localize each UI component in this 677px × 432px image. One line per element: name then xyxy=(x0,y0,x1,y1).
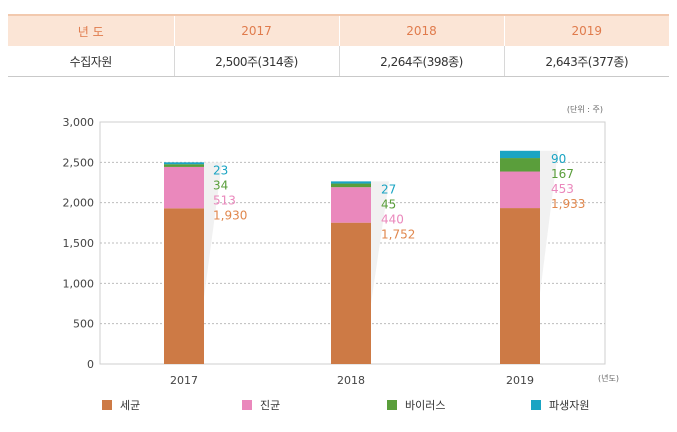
data-label: 23 xyxy=(213,163,228,177)
unit-label: (단위 : 주) xyxy=(567,104,603,114)
y-tick-label: 0 xyxy=(87,358,94,371)
legend-swatch xyxy=(531,400,541,410)
bar-segment xyxy=(331,183,371,188)
bar-segment xyxy=(500,171,540,209)
value-cell-2017: 2,500주(314종) xyxy=(174,46,340,77)
table-header-row: 년 도 2017 2018 2019 xyxy=(8,14,669,46)
bar-shadow xyxy=(371,181,389,304)
bar-shadow xyxy=(540,150,558,294)
x-tick-label: 2017 xyxy=(170,374,198,387)
data-label: 1,930 xyxy=(213,208,247,222)
data-label: 27 xyxy=(381,182,396,196)
legend-swatch xyxy=(387,400,397,410)
summary-table: 년 도 2017 2018 2019 수집자원 2,500주(314종) 2,2… xyxy=(8,14,669,77)
y-tick-label: 3,000 xyxy=(63,116,95,129)
header-cell-2019: 2019 xyxy=(504,14,669,46)
legend-label: 세균 xyxy=(120,399,140,412)
header-cell-2017: 2017 xyxy=(174,14,340,46)
legend-label: 파생자원 xyxy=(549,399,589,412)
header-cell-year-label: 년 도 xyxy=(8,14,175,46)
data-label: 453 xyxy=(551,182,574,196)
x-unit-label: (년도) xyxy=(598,373,619,383)
value-cell-2019: 2,643주(377종) xyxy=(504,46,669,77)
data-label: 45 xyxy=(381,197,396,211)
bar-segment xyxy=(164,162,204,165)
bar-segment xyxy=(331,181,371,184)
y-tick-label: 1,500 xyxy=(63,237,95,250)
legend-label: 바이러스 xyxy=(405,399,445,412)
table-row: 수집자원 2,500주(314종) 2,264주(398종) 2,643주(37… xyxy=(8,46,669,77)
legend-swatch xyxy=(242,400,252,410)
bar-segment xyxy=(500,208,540,364)
data-label: 1,752 xyxy=(381,227,415,241)
bar-shadow xyxy=(204,162,222,298)
bar-segment xyxy=(331,222,371,364)
bar-segment xyxy=(164,208,204,364)
y-tick-label: 2,500 xyxy=(63,156,95,169)
bar-segment xyxy=(331,187,371,223)
header-cell-2018: 2018 xyxy=(339,14,505,46)
data-label: 513 xyxy=(213,193,236,207)
bar-segment xyxy=(500,158,540,172)
data-label: 440 xyxy=(381,212,404,226)
bar-segment xyxy=(164,166,204,209)
y-tick-label: 2,000 xyxy=(63,197,95,210)
value-cell-2018: 2,264주(398종) xyxy=(339,46,505,77)
bar-segment xyxy=(164,164,204,167)
row-label-cell: 수집자원 xyxy=(8,46,175,77)
data-label: 34 xyxy=(213,178,228,192)
y-tick-label: 500 xyxy=(73,318,94,331)
legend-swatch xyxy=(102,400,112,410)
data-label: 1,933 xyxy=(551,197,585,211)
x-tick-label: 2019 xyxy=(506,374,534,387)
bar-segment xyxy=(500,150,540,159)
legend-label: 진균 xyxy=(260,399,280,412)
x-tick-label: 2018 xyxy=(337,374,365,387)
data-label: 167 xyxy=(551,167,574,181)
data-label: 90 xyxy=(551,152,566,166)
y-tick-label: 1,000 xyxy=(63,277,95,290)
